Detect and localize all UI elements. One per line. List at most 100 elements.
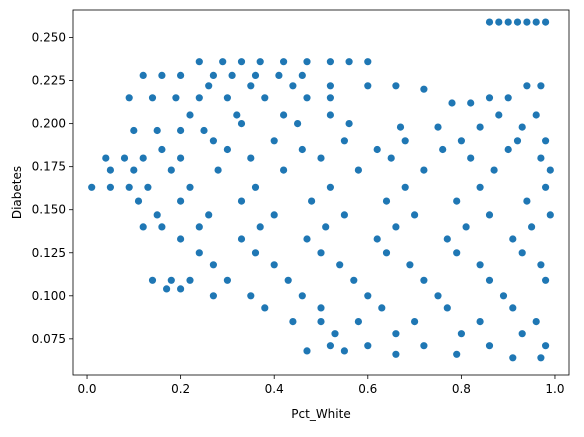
- data-point: [391, 222, 401, 232]
- data-point: [452, 196, 462, 206]
- data-point: [143, 182, 153, 192]
- data-point: [522, 17, 532, 27]
- data-point: [166, 165, 176, 175]
- data-point: [87, 182, 97, 192]
- data-point: [297, 71, 307, 80]
- data-point: [377, 303, 387, 313]
- data-point: [503, 17, 513, 27]
- data-point: [545, 165, 555, 175]
- data-point: [148, 93, 157, 103]
- data-point: [185, 182, 195, 192]
- data-point: [372, 145, 382, 154]
- data-point: [194, 57, 204, 67]
- data-point: [124, 182, 134, 192]
- x-axis-label: Pct_White: [291, 407, 350, 421]
- data-point: [251, 71, 260, 80]
- data-point: [222, 93, 232, 103]
- data-point: [396, 122, 405, 132]
- data-point: [297, 291, 307, 301]
- data-point: [485, 341, 494, 351]
- data-point: [106, 165, 115, 175]
- data-point: [208, 291, 218, 301]
- data-point: [138, 153, 148, 163]
- data-point: [208, 71, 218, 80]
- data-point: [372, 234, 382, 244]
- data-point: [325, 182, 335, 192]
- data-point: [316, 303, 326, 313]
- data-point: [171, 93, 181, 103]
- data-point: [508, 353, 518, 363]
- data-point: [218, 57, 228, 67]
- data-point: [124, 93, 134, 103]
- x-tick-label: 1.0: [545, 382, 564, 396]
- data-point: [152, 210, 162, 220]
- data-point: [288, 81, 298, 91]
- data-point: [279, 110, 289, 120]
- data-point: [456, 136, 466, 146]
- data-point: [330, 329, 340, 339]
- y-axis-ticks: 0.075 0.100 0.125 0.150 0.175 0.200 0.225 0.250: [32, 31, 73, 346]
- data-point: [508, 234, 518, 244]
- data-point: [152, 126, 162, 135]
- data-point: [176, 196, 186, 206]
- data-point: [513, 136, 522, 146]
- data-point: [129, 126, 139, 135]
- x-tick-label: 0.4: [265, 382, 284, 396]
- data-point: [260, 303, 270, 313]
- x-tick-label: 0.0: [77, 382, 96, 396]
- data-point: [194, 248, 204, 258]
- data-point: [176, 153, 186, 163]
- data-point: [433, 122, 443, 132]
- data-point: [494, 17, 504, 27]
- data-point: [382, 248, 391, 258]
- data-point: [279, 165, 289, 175]
- data-point: [485, 275, 494, 285]
- data-point: [531, 110, 541, 120]
- data-point: [536, 81, 546, 91]
- x-tick-label: 0.6: [358, 382, 377, 396]
- data-point: [176, 284, 186, 294]
- x-axis-ticks: 0.0 0.2 0.4 0.6 0.8 1.0: [77, 375, 565, 396]
- data-point: [325, 81, 335, 91]
- data-point: [452, 349, 462, 359]
- data-point: [419, 84, 429, 94]
- data-point: [353, 317, 363, 327]
- data-point: [442, 303, 452, 313]
- data-point: [522, 81, 532, 91]
- data-point: [302, 57, 312, 67]
- x-tick-label: 0.2: [171, 382, 190, 396]
- data-point: [157, 71, 167, 80]
- data-point: [517, 122, 527, 132]
- data-point: [485, 210, 494, 220]
- data-point: [339, 346, 349, 356]
- data-point: [316, 317, 326, 327]
- data-point: [194, 222, 204, 232]
- data-point: [363, 57, 373, 67]
- data-point: [204, 81, 214, 91]
- data-point: [494, 110, 504, 120]
- data-point: [157, 222, 167, 232]
- data-point: [274, 71, 284, 80]
- data-point: [325, 341, 335, 351]
- data-point: [208, 136, 218, 146]
- data-point: [386, 153, 396, 163]
- data-point: [503, 145, 513, 154]
- data-point: [517, 248, 527, 258]
- data-point: [251, 182, 260, 192]
- data-point: [293, 119, 303, 128]
- data-point: [419, 341, 429, 351]
- data-point: [531, 17, 541, 27]
- data-point: [466, 153, 476, 163]
- data-point: [204, 210, 214, 220]
- data-point: [255, 57, 265, 67]
- data-point: [339, 210, 349, 220]
- data-point: [382, 196, 391, 206]
- data-point: [349, 275, 359, 285]
- y-tick-label: 0.125: [32, 246, 66, 260]
- data-point: [166, 275, 176, 285]
- data-point: [489, 165, 499, 175]
- data-point: [405, 260, 415, 270]
